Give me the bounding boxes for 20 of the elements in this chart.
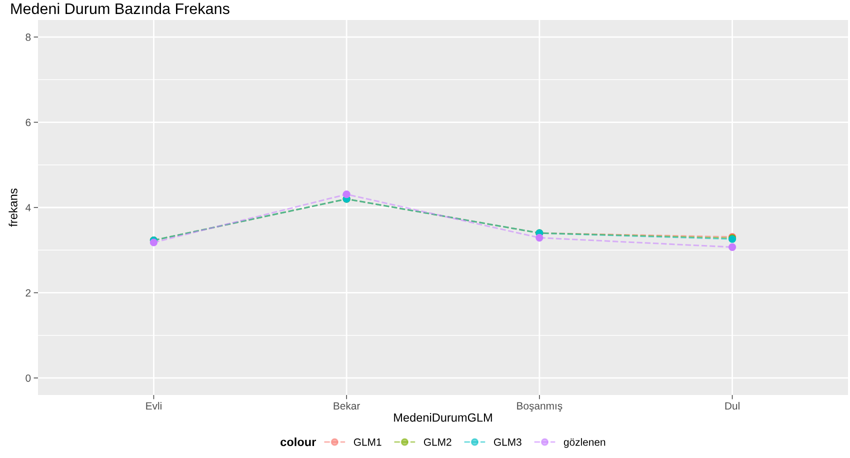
legend-label: GLM3 bbox=[494, 438, 522, 446]
point bbox=[536, 234, 544, 242]
y-axis-title: frekans bbox=[8, 188, 18, 227]
legend-label: GLM2 bbox=[424, 438, 452, 446]
y-tick-label: 8 bbox=[26, 34, 31, 41]
legend-label: gözlenen bbox=[564, 438, 606, 448]
point bbox=[728, 243, 736, 251]
y-tick-label: 2 bbox=[26, 289, 31, 296]
x-axis-title: MedeniDurumGLM bbox=[394, 413, 492, 422]
y-tick-label: 6 bbox=[26, 118, 31, 126]
x-tick-label: Boşanmış bbox=[517, 402, 562, 412]
legend-label: GLM1 bbox=[354, 438, 382, 446]
y-tick-label: 0 bbox=[26, 374, 31, 382]
point bbox=[342, 190, 350, 198]
x-tick-label: Bekar bbox=[334, 402, 360, 410]
legend-title: colour bbox=[280, 437, 316, 446]
x-tick-label: Evli bbox=[146, 402, 162, 410]
chart-title: Medeni Durum Bazında Frekans bbox=[11, 2, 230, 14]
x-tick-label: Dul bbox=[725, 402, 740, 410]
y-tick-label: 4 bbox=[26, 204, 31, 212]
